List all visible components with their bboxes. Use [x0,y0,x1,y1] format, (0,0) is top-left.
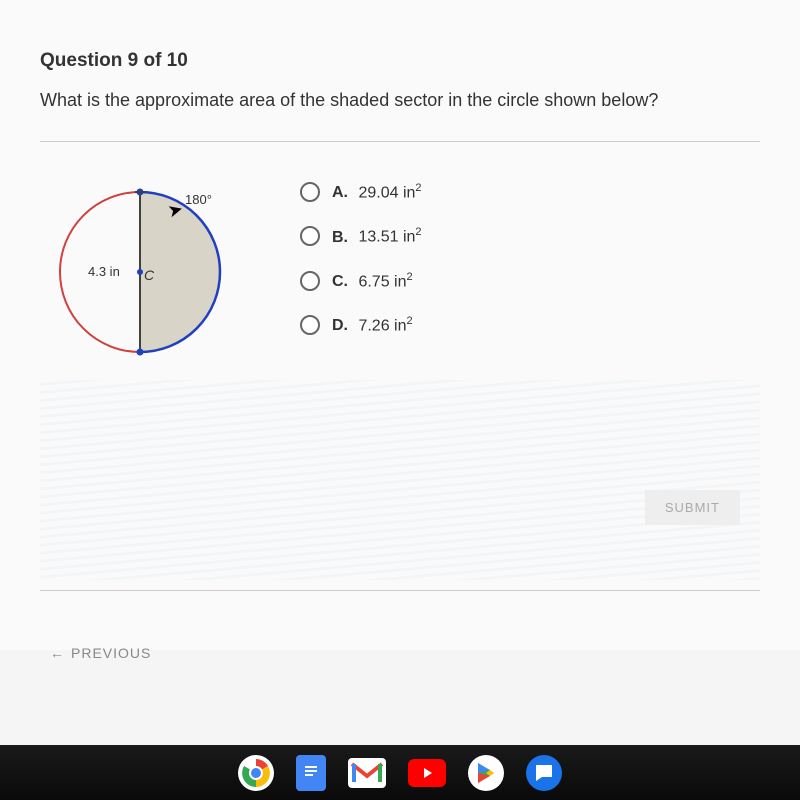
option-c-label: C. 6.75 in2 [332,271,413,291]
radio-a[interactable] [300,182,320,202]
youtube-icon[interactable] [408,759,446,787]
radio-b[interactable] [300,226,320,246]
option-d-label: D. 7.26 in2 [332,315,413,335]
docs-icon[interactable] [296,755,326,791]
radio-d[interactable] [300,315,320,335]
gmail-icon[interactable] [348,758,386,788]
center-label: C [144,267,154,283]
question-body: 180° 4.3 in C ➤ A. 29.04 in2 B. 13.51 in… [40,162,760,382]
bottom-divider [40,590,760,591]
quiz-content: Question 9 of 10 What is the approximate… [0,0,800,650]
option-d[interactable]: D. 7.26 in2 [300,315,760,335]
option-a-label: A. 29.04 in2 [332,182,422,202]
taskbar [0,745,800,800]
option-b[interactable]: B. 13.51 in2 [300,226,760,246]
angle-label: 180° [185,192,212,207]
option-c[interactable]: C. 6.75 in2 [300,271,760,291]
question-text: What is the approximate area of the shad… [40,90,760,111]
option-b-label: B. 13.51 in2 [332,226,422,246]
question-number: Question 9 of 10 [40,50,760,72]
option-a[interactable]: A. 29.04 in2 [300,182,760,202]
submit-button[interactable]: SUBMIT [645,490,740,525]
answer-options: A. 29.04 in2 B. 13.51 in2 C. 6.75 in2 [300,162,760,359]
chrome-icon[interactable] [238,755,274,791]
radio-c[interactable] [300,271,320,291]
radius-label: 4.3 in [88,264,120,279]
circle-diagram: 180° 4.3 in C ➤ [40,162,260,382]
play-store-icon[interactable] [468,755,504,791]
messages-icon[interactable] [526,755,562,791]
arrow-left-icon: ← [50,645,65,661]
previous-button[interactable]: ← PREVIOUS [50,645,151,661]
divider [40,141,760,142]
